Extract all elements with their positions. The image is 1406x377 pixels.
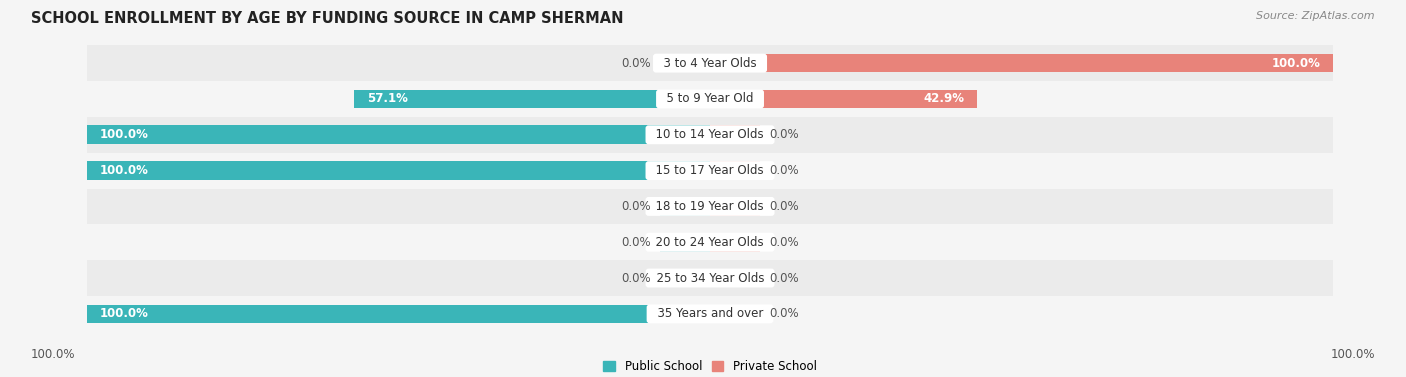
- Bar: [661, 269, 710, 287]
- Text: 3 to 4 Year Olds: 3 to 4 Year Olds: [657, 57, 763, 70]
- Bar: [710, 90, 977, 108]
- Bar: [87, 126, 710, 144]
- Text: 100.0%: 100.0%: [100, 164, 149, 177]
- Bar: [710, 126, 759, 144]
- Bar: [87, 81, 1333, 117]
- Bar: [710, 305, 759, 323]
- Text: 0.0%: 0.0%: [621, 236, 651, 249]
- Text: 15 to 17 Year Olds: 15 to 17 Year Olds: [648, 164, 772, 177]
- Bar: [87, 153, 1333, 188]
- Text: 0.0%: 0.0%: [769, 236, 799, 249]
- Text: 0.0%: 0.0%: [769, 307, 799, 320]
- Text: 0.0%: 0.0%: [621, 200, 651, 213]
- Bar: [87, 188, 1333, 224]
- Text: 0.0%: 0.0%: [769, 128, 799, 141]
- Text: 100.0%: 100.0%: [100, 307, 149, 320]
- Bar: [354, 90, 710, 108]
- Text: 0.0%: 0.0%: [769, 164, 799, 177]
- Bar: [661, 54, 710, 72]
- Legend: Public School, Private School: Public School, Private School: [599, 355, 821, 377]
- Text: 57.1%: 57.1%: [367, 92, 408, 106]
- Text: 35 Years and over: 35 Years and over: [650, 307, 770, 320]
- Bar: [87, 117, 1333, 153]
- Bar: [87, 260, 1333, 296]
- Text: Source: ZipAtlas.com: Source: ZipAtlas.com: [1257, 11, 1375, 21]
- Bar: [87, 224, 1333, 260]
- Bar: [710, 161, 759, 180]
- Text: 100.0%: 100.0%: [100, 128, 149, 141]
- Bar: [710, 54, 1333, 72]
- Text: 5 to 9 Year Old: 5 to 9 Year Old: [659, 92, 761, 106]
- Text: 10 to 14 Year Olds: 10 to 14 Year Olds: [648, 128, 772, 141]
- Bar: [87, 45, 1333, 81]
- Text: 42.9%: 42.9%: [924, 92, 965, 106]
- Bar: [661, 233, 710, 251]
- Text: 20 to 24 Year Olds: 20 to 24 Year Olds: [648, 236, 772, 249]
- Text: 0.0%: 0.0%: [621, 271, 651, 285]
- Bar: [661, 197, 710, 216]
- Bar: [87, 161, 710, 180]
- Text: 0.0%: 0.0%: [769, 271, 799, 285]
- Text: 25 to 34 Year Olds: 25 to 34 Year Olds: [648, 271, 772, 285]
- Text: 100.0%: 100.0%: [31, 348, 76, 361]
- Text: 18 to 19 Year Olds: 18 to 19 Year Olds: [648, 200, 772, 213]
- Bar: [87, 305, 710, 323]
- Bar: [87, 296, 1333, 332]
- Text: 0.0%: 0.0%: [769, 200, 799, 213]
- Text: 100.0%: 100.0%: [1271, 57, 1320, 70]
- Text: 100.0%: 100.0%: [1330, 348, 1375, 361]
- Bar: [710, 197, 759, 216]
- Text: SCHOOL ENROLLMENT BY AGE BY FUNDING SOURCE IN CAMP SHERMAN: SCHOOL ENROLLMENT BY AGE BY FUNDING SOUR…: [31, 11, 623, 26]
- Text: 0.0%: 0.0%: [621, 57, 651, 70]
- Bar: [710, 269, 759, 287]
- Bar: [710, 233, 759, 251]
